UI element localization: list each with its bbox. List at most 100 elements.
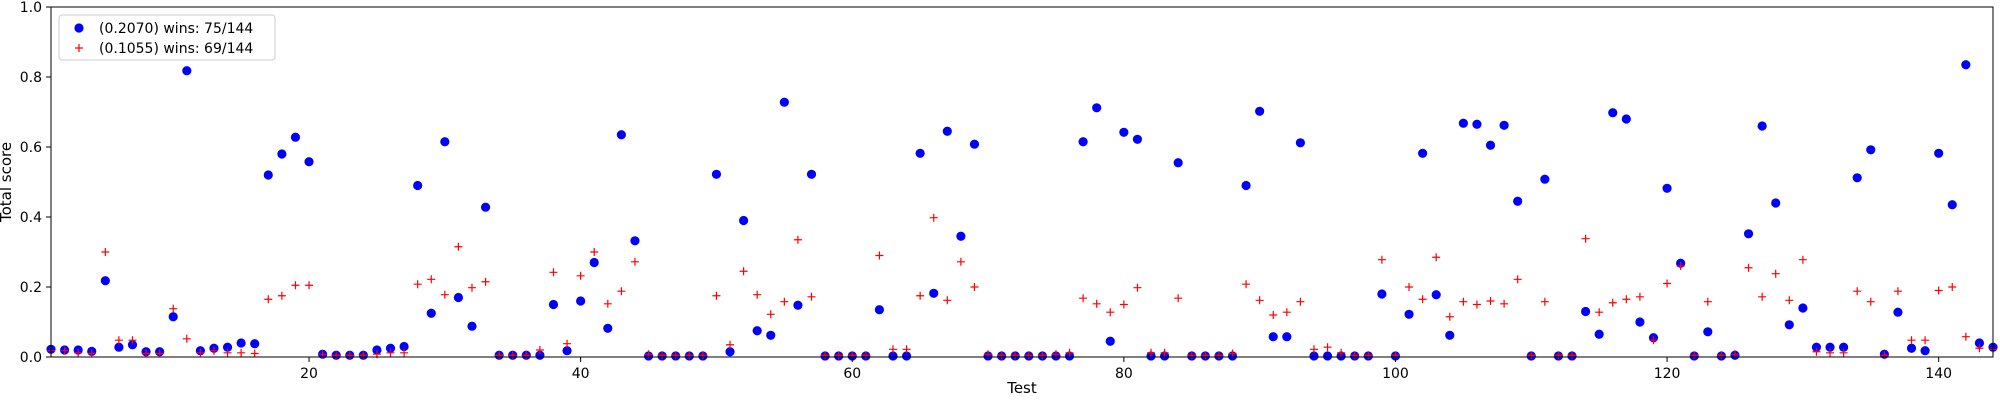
data-point <box>345 351 354 360</box>
data-point <box>901 351 912 361</box>
data-point <box>806 169 817 179</box>
data-point <box>1961 60 1971 70</box>
data-point <box>290 132 301 142</box>
legend-marker-plus <box>75 44 83 52</box>
data-point <box>1377 289 1387 299</box>
data-point <box>1268 332 1278 342</box>
data-point <box>1323 343 1332 352</box>
data-point <box>1174 294 1183 303</box>
data-point <box>617 287 626 296</box>
data-point <box>237 348 246 357</box>
data-point <box>1798 255 1807 264</box>
data-point <box>1826 348 1835 357</box>
data-point <box>576 296 586 306</box>
data-point <box>372 345 382 355</box>
data-point <box>630 236 640 246</box>
data-point <box>1337 348 1346 357</box>
data-point <box>590 248 599 256</box>
data-point <box>739 215 749 226</box>
data-point <box>888 345 897 354</box>
data-point <box>698 351 707 360</box>
data-point <box>630 257 639 266</box>
data-point <box>223 348 232 357</box>
data-point <box>1690 351 1699 360</box>
data-point <box>1296 297 1305 306</box>
data-point <box>589 257 599 268</box>
data-point <box>1920 346 1930 356</box>
data-point <box>807 292 816 301</box>
data-point <box>209 346 218 355</box>
data-point <box>1758 292 1767 301</box>
data-point <box>100 276 110 286</box>
data-point <box>1078 137 1088 147</box>
x-tick-label: 80 <box>1115 366 1133 382</box>
data-point <box>359 351 368 360</box>
data-point <box>114 342 124 352</box>
data-point <box>182 66 192 76</box>
plot-marks <box>46 60 1998 361</box>
data-point <box>305 281 314 290</box>
data-point <box>874 305 885 315</box>
data-point <box>250 349 259 358</box>
data-point <box>576 271 585 280</box>
data-point <box>1418 148 1428 158</box>
data-point <box>1743 229 1754 239</box>
x-tick-label: 140 <box>1925 366 1952 382</box>
data-point <box>1595 308 1604 317</box>
data-point <box>454 242 463 251</box>
data-point <box>1893 287 1902 296</box>
data-point <box>263 170 273 180</box>
legend: (0.2070) wins: 75/144 (0.1055) wins: 69/… <box>58 14 276 61</box>
data-point <box>1662 183 1672 193</box>
data-point <box>1947 200 1957 210</box>
data-point <box>481 277 490 286</box>
data-point <box>1079 294 1088 303</box>
data-point <box>1431 290 1441 300</box>
data-point <box>1459 297 1468 306</box>
data-point <box>1065 348 1074 357</box>
data-point <box>1974 338 1985 348</box>
data-point <box>277 291 286 300</box>
y-tick-label: 0.8 <box>20 70 42 86</box>
data-point <box>780 297 789 306</box>
data-point <box>1418 295 1427 304</box>
data-point <box>1622 295 1631 304</box>
data-point <box>685 351 694 360</box>
data-point <box>1934 286 1943 295</box>
data-point <box>1812 347 1821 356</box>
data-point <box>793 235 802 244</box>
data-point <box>1608 298 1617 307</box>
data-point <box>753 290 762 299</box>
data-point <box>793 300 803 310</box>
data-point <box>1554 351 1563 360</box>
plot-frame <box>50 6 1994 358</box>
data-point <box>915 148 925 158</box>
data-point <box>535 350 545 360</box>
data-point <box>508 351 517 360</box>
data-point <box>658 351 667 360</box>
data-point <box>1405 283 1414 291</box>
legend-marker-circle <box>74 23 84 33</box>
data-point <box>1825 342 1835 352</box>
data-point <box>969 139 980 149</box>
data-point <box>1404 309 1414 319</box>
data-point <box>291 281 300 290</box>
data-point <box>1092 299 1101 308</box>
legend-entry-blue: (0.2070) wins: 75/144 <box>99 21 253 37</box>
data-point <box>1228 349 1237 358</box>
data-point <box>712 291 721 300</box>
data-point <box>548 299 559 310</box>
data-point <box>114 336 123 345</box>
x-tick-label: 20 <box>300 366 318 382</box>
data-point <box>1173 158 1183 168</box>
data-point <box>1214 351 1223 360</box>
data-point <box>60 346 69 355</box>
data-point <box>943 296 952 305</box>
data-point <box>1364 351 1373 360</box>
data-point <box>1255 296 1264 305</box>
data-point <box>1187 351 1196 360</box>
data-point <box>563 339 572 348</box>
data-point <box>1119 300 1128 309</box>
data-point <box>74 348 83 357</box>
data-point <box>711 169 722 179</box>
